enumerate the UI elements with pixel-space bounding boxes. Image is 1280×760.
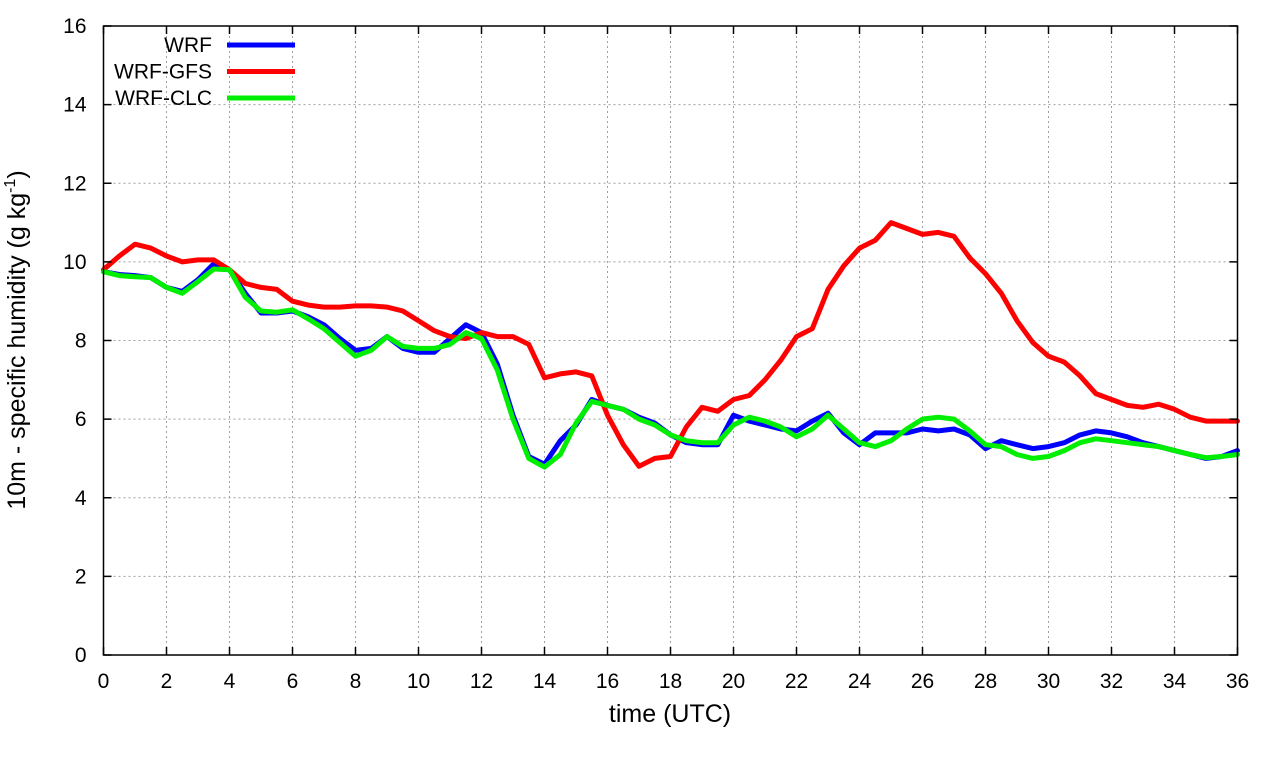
x-tick-label: 12 [470, 670, 493, 693]
x-tick-label: 22 [785, 670, 808, 693]
series-line-wrf-clc [101, 266, 1240, 470]
y-tick-label: 12 [63, 172, 86, 195]
y-axis-label-prefix: 10m - specific humidity (g kg [3, 193, 31, 510]
x-tick-label: 28 [974, 670, 997, 693]
y-axis-label-suffix: ) [3, 170, 31, 178]
legend-label-wrf: WRF [164, 34, 212, 57]
axis-ticks: 0 2 4 6 8 10 12 14 16 18 20 22 24 26 28 30 32 34 360246810… [63, 15, 1249, 693]
y-tick-label: 0 [75, 644, 87, 667]
x-tick-label: 14 [533, 670, 557, 693]
x-tick-label: 18 [659, 670, 682, 693]
grid [103, 26, 1238, 655]
x-tick-label: 32 [1100, 670, 1123, 693]
x-tick-label: 30 [1037, 670, 1060, 693]
x-tick-label: 6 [287, 670, 299, 693]
y-axis-label-superscript: -1 [2, 179, 19, 193]
x-tick-label: 36 [1226, 670, 1249, 693]
y-tick-label: 4 [75, 487, 87, 510]
x-axis-label: time (UTC) [609, 700, 731, 728]
legend-label-wrf-gfs: WRF-GFS [114, 61, 212, 84]
y-tick-label: 16 [63, 15, 86, 38]
x-tick-label: 4 [224, 670, 236, 693]
x-tick-label: 34 [1163, 670, 1187, 693]
y-tick-label: 2 [75, 565, 87, 588]
y-axis-label: 10m - specific humidity (g kg-1) [2, 170, 31, 509]
x-tick-label: 0 [98, 670, 110, 693]
x-tick-label: 20 [722, 670, 745, 693]
y-tick-label: 8 [75, 330, 87, 353]
x-tick-label: 10 [407, 670, 430, 693]
series-line-wrf-gfs [101, 220, 1240, 469]
x-tick-label: 16 [596, 670, 619, 693]
legend: WRF WRF-GFS WRF-CLC [114, 34, 295, 110]
y-tick-label: 10 [63, 251, 86, 274]
x-tick-label: 2 [161, 670, 173, 693]
x-tick-label: 26 [911, 670, 934, 693]
legend-label-wrf-clc: WRF-CLC [115, 87, 212, 110]
y-tick-label: 14 [63, 94, 87, 117]
x-tick-label: 24 [848, 670, 872, 693]
x-tick-label: 8 [350, 670, 362, 693]
series-lines [101, 220, 1240, 470]
y-tick-label: 6 [75, 408, 87, 431]
